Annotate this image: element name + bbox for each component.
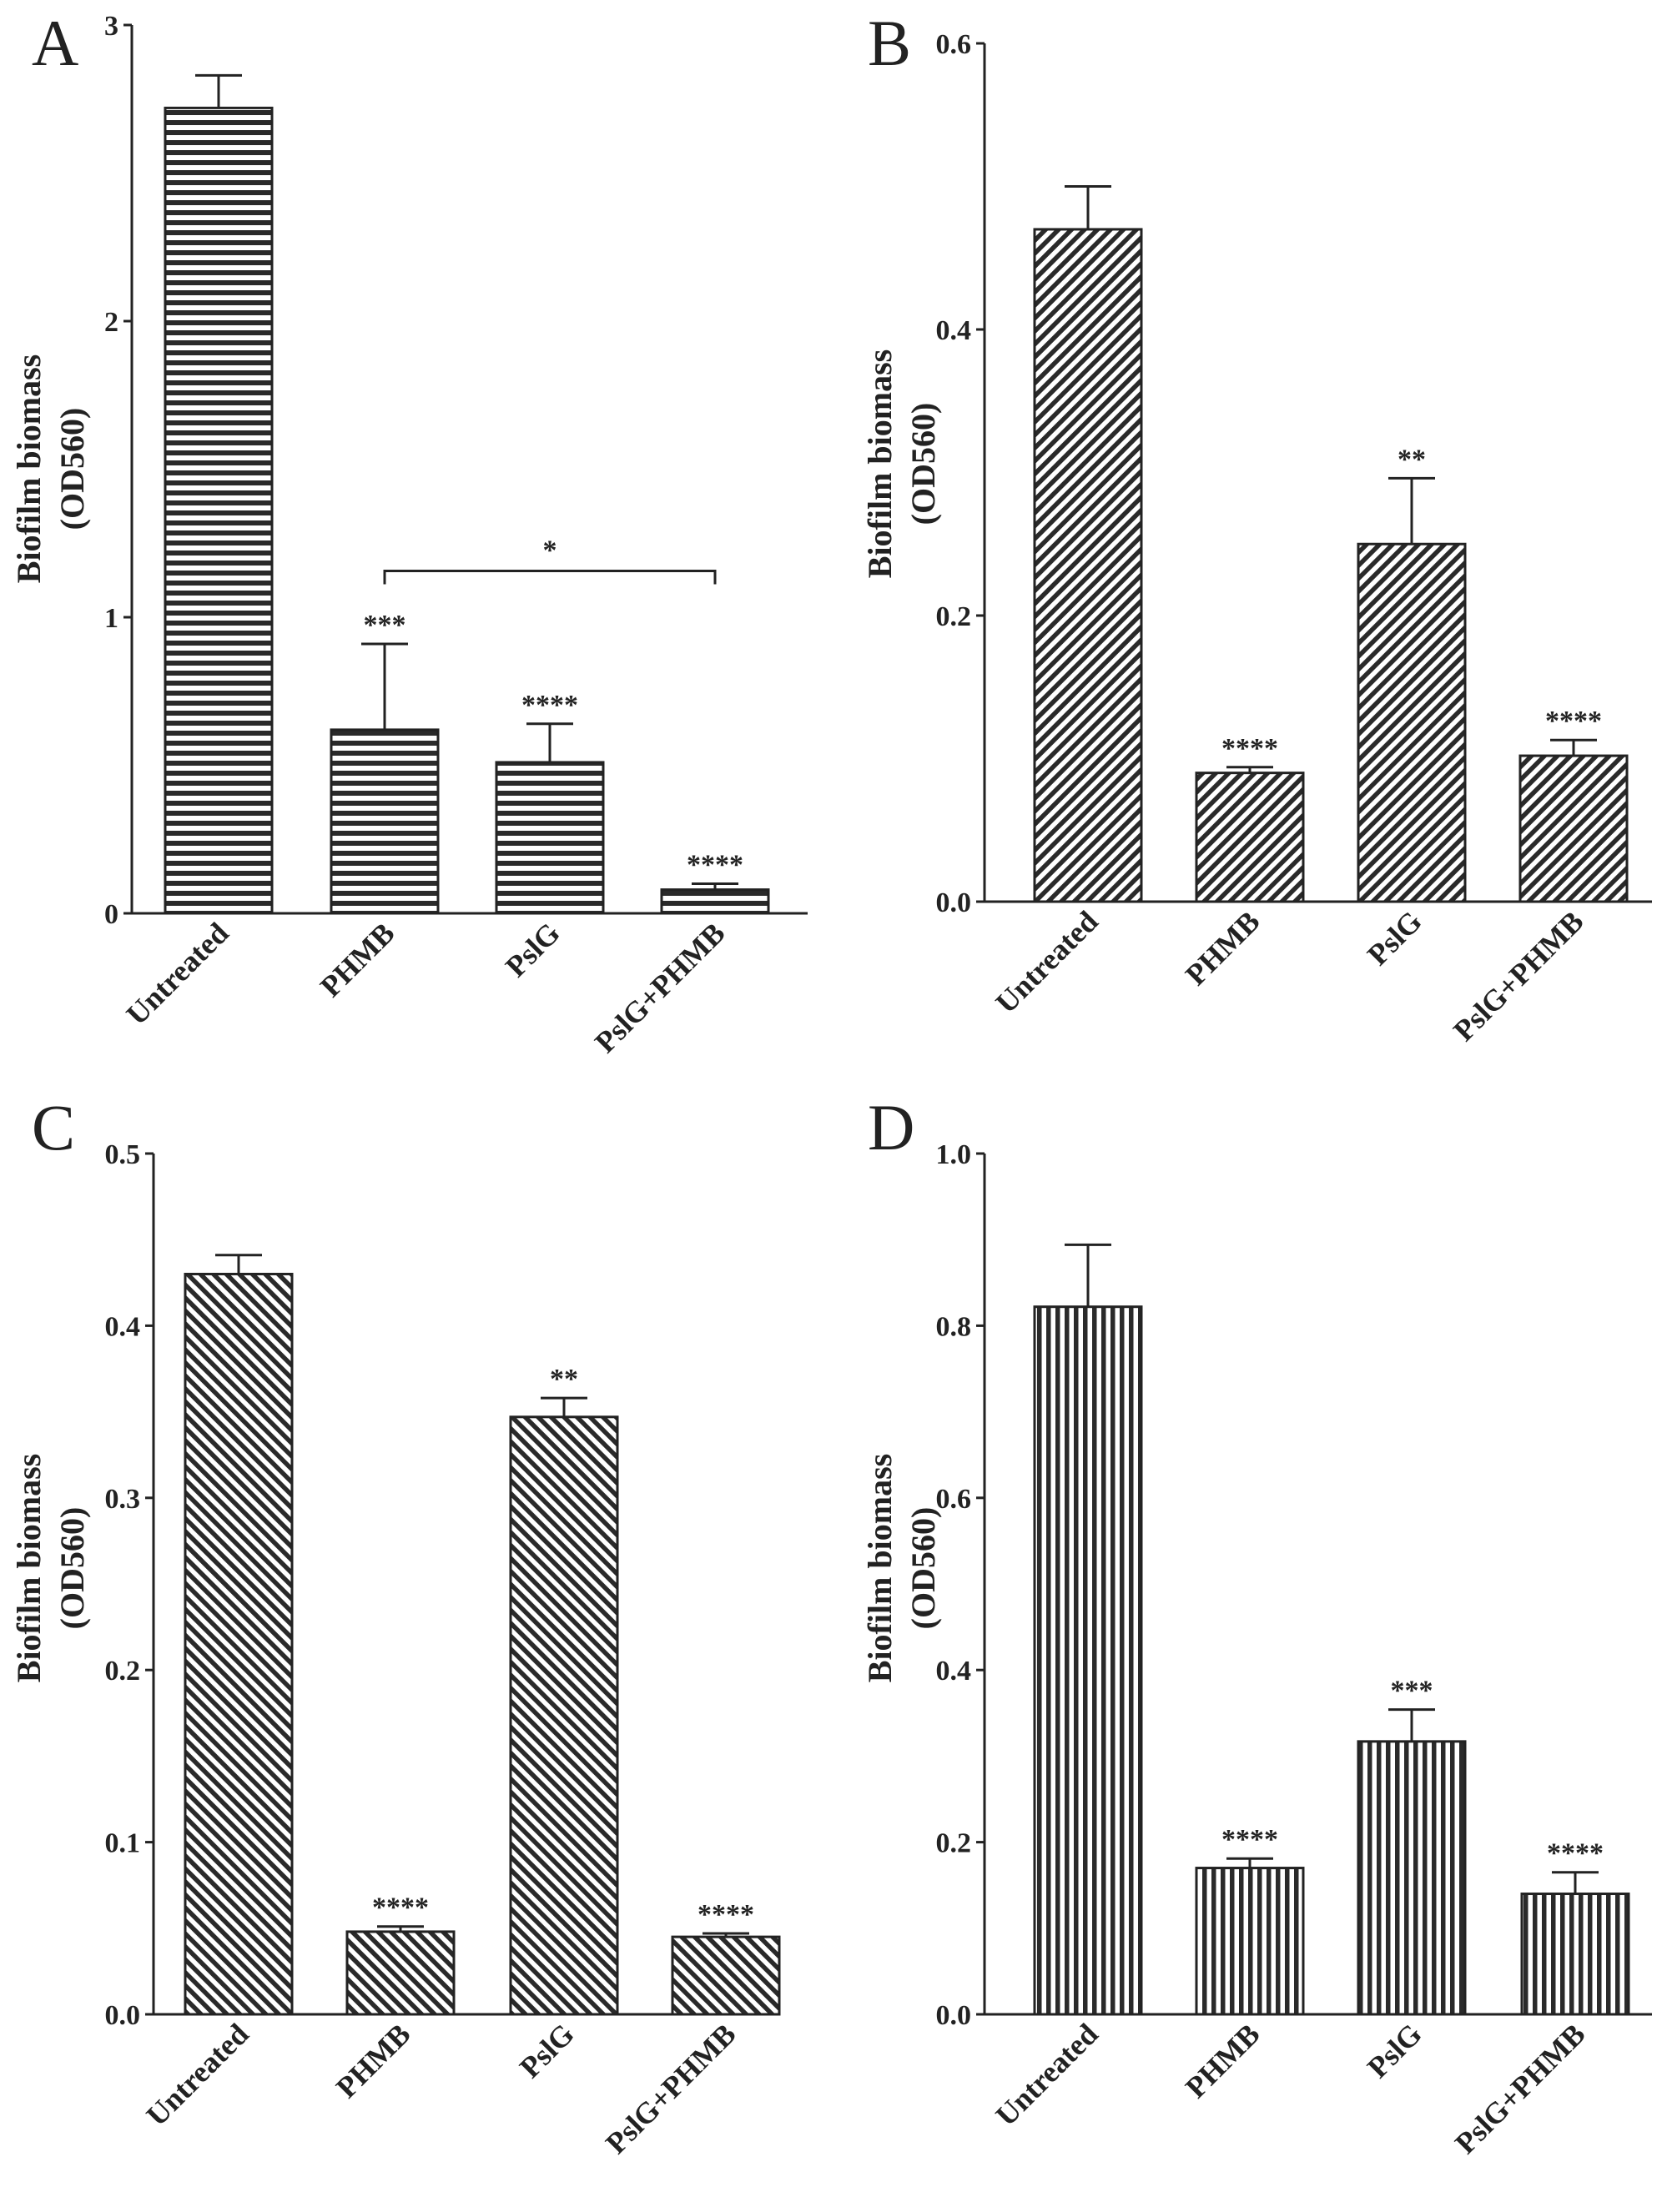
significance-label: *** <box>1391 1676 1433 1707</box>
y-tick-label: 0.0 <box>105 2000 141 2031</box>
panel-d: D 0.0 0.2 0.4 0.6 0.8 1.0 Biofilm biomass (OD560… <box>861 1091 1652 2160</box>
bar-untreated <box>1033 1305 1143 2016</box>
y-axis-label-line1: Biofilm biomass <box>861 1454 899 1682</box>
bar-untreated <box>184 1272 294 2016</box>
x-category-label: PHMB <box>314 916 401 1003</box>
bar-phmb <box>330 728 440 915</box>
y-axis-label-line1: Biofilm biomass <box>10 354 48 583</box>
x-category-label: Untreated <box>990 904 1105 1019</box>
x-category-label: PHMB <box>1179 2017 1267 2104</box>
y-tick-label: 0.4 <box>936 315 972 346</box>
bar-untreated <box>164 106 274 915</box>
y-tick-label: 0.3 <box>105 1484 141 1515</box>
y-axis-label: Biofilm biomass (OD560) <box>861 1454 942 1682</box>
y-tick-label: 0.0 <box>936 887 972 918</box>
y-tick-label: 2 <box>104 307 118 338</box>
y-tick-label: 0.4 <box>105 1311 141 1342</box>
y-axis-label-line1: Biofilm biomass <box>861 349 899 578</box>
y-tick-label: 0.0 <box>936 2000 972 2031</box>
significance-label: **** <box>687 850 743 881</box>
bar-untreated <box>1033 228 1143 903</box>
y-tick-label: 0.8 <box>936 1311 972 1342</box>
y-tick-label: 0.2 <box>105 1656 141 1687</box>
y-tick-label: 3 <box>104 11 118 42</box>
y-tick-label: 0.5 <box>105 1139 141 1170</box>
y-tick-label: 0.2 <box>936 601 972 632</box>
x-category-label: PslG+PHMB <box>599 2017 742 2159</box>
y-tick-label: 0.4 <box>936 1656 972 1687</box>
bar-pslg-phmb <box>1520 1893 1630 2016</box>
x-category-label: PslG <box>1361 904 1428 972</box>
panel-c: C 0.0 0.1 0.2 0.3 0.4 0.5 Biofilm biomass (OD560… <box>10 1091 781 2160</box>
y-axis-label-line1: Biofilm biomass <box>10 1454 48 1682</box>
x-category-label: PHMB <box>330 2017 417 2104</box>
x-category-label: PslG <box>1361 2017 1428 2084</box>
comparison-bracket <box>383 570 717 585</box>
y-tick-label: 1.0 <box>936 1139 972 1170</box>
y-tick-label: 0 <box>104 899 118 930</box>
x-category-label: PslG+PHMB <box>588 916 731 1058</box>
significance-label: ** <box>1398 444 1426 475</box>
bar-pslg <box>509 1415 619 2016</box>
significance-label: **** <box>1545 706 1602 736</box>
x-category-label: PslG+PHMB <box>1447 904 1589 1047</box>
bracket-significance-label: * <box>543 535 557 566</box>
y-axis-label-line2: (OD560) <box>53 1507 91 1630</box>
x-category-label: Untreated <box>140 2017 255 2132</box>
bar-pslg <box>1357 542 1467 903</box>
panel-b: B 0.0 0.2 0.4 0.6 Biofilm biomass (OD560) Untre… <box>861 7 1652 1048</box>
significance-label: **** <box>1547 1838 1604 1869</box>
y-axis-label: Biofilm biomass (OD560) <box>10 354 91 583</box>
bar-phmb <box>1195 772 1305 903</box>
y-axis-label: Biofilm biomass (OD560) <box>10 1454 91 1682</box>
y-axis-label: Biofilm biomass (OD560) <box>861 349 942 578</box>
x-category-label: Untreated <box>120 916 235 1031</box>
x-category-label: PHMB <box>1179 904 1267 992</box>
bar-pslg-phmb <box>660 888 770 915</box>
panel-letter: C <box>32 1091 75 1164</box>
bar-pslg-phmb <box>1518 754 1629 903</box>
bar-pslg <box>495 761 605 915</box>
y-axis-label-line2: (OD560) <box>904 403 942 525</box>
x-category-label: Untreated <box>990 2017 1105 2132</box>
bar-phmb <box>345 1930 456 2016</box>
x-category-label: PslG+PHMB <box>1448 2017 1591 2159</box>
significance-label: **** <box>521 690 578 721</box>
x-category-label: PslG <box>513 2017 581 2084</box>
y-tick-label: 0.6 <box>936 29 972 60</box>
significance-label: **** <box>372 1893 429 1923</box>
bar-phmb <box>1195 1867 1305 2016</box>
panel-letter: A <box>32 7 78 79</box>
significance-label: **** <box>698 1899 754 1930</box>
significance-label: **** <box>1221 733 1278 764</box>
significance-label: **** <box>1221 1824 1278 1855</box>
significance-label: *** <box>364 610 406 641</box>
panel-letter: D <box>868 1091 914 1164</box>
bar-pslg-phmb <box>671 1935 781 2016</box>
x-category-label: PslG <box>499 916 567 983</box>
bar-pslg <box>1357 1740 1467 2016</box>
y-axis-label-line2: (OD560) <box>904 1507 942 1630</box>
significance-label: ** <box>550 1364 578 1395</box>
y-tick-label: 1 <box>104 603 118 634</box>
panel-letter: B <box>868 7 911 79</box>
y-tick-label: 0.2 <box>936 1828 972 1859</box>
y-axis-label-line2: (OD560) <box>53 408 91 530</box>
y-tick-label: 0.1 <box>105 1828 141 1859</box>
y-tick-label: 0.6 <box>936 1484 972 1515</box>
panel-a: A 0 1 2 3 Biofilm biomass (OD560) Untreated *** P… <box>10 7 808 1059</box>
